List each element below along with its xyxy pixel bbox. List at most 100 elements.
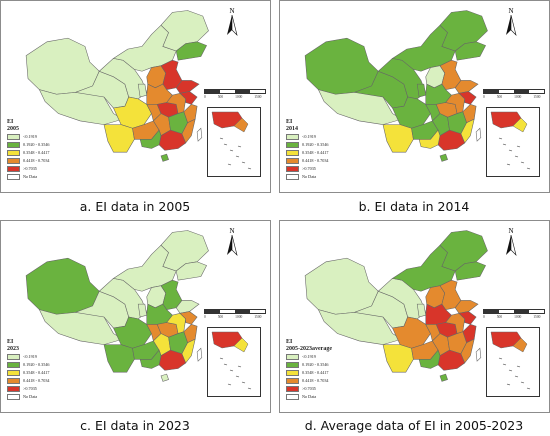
province-yn [382,124,414,153]
legend-title: EI 2023 [7,339,19,352]
legend-item: 0.3548 - 0.4417 [286,149,329,157]
legend-swatch [286,386,299,392]
legend-label: 0.3548 - 0.4417 [302,150,329,155]
province-xj [304,37,379,95]
province-jl [454,261,486,281]
legend-label: 0.4418 - 0.7034 [23,378,50,383]
legend-item: No Data [7,393,50,401]
legend-label: 0.3548 - 0.4417 [302,370,329,375]
legend-label: 0.1920 - 0.3546 [302,362,329,367]
inset-coast [233,117,249,133]
inset-island [498,137,503,140]
legend-label: >0.7035 [23,166,37,171]
legend-swatch [7,354,20,360]
legend-item: No Data [286,173,329,181]
map-panel-d: EI 2005-2023average <0.1919 0.1920 - 0.354… [279,220,550,413]
province-hain [160,153,169,162]
inset-island [229,149,234,152]
scale-tick: 500 [496,95,503,99]
scale-tick: 1500 [533,315,541,319]
inset-island [520,161,525,164]
inset-island [247,167,252,170]
legend-swatch [286,370,299,376]
legend-item: >0.7035 [286,165,329,173]
legend-item: <0.1919 [7,133,50,141]
scale-tick: 1000 [514,95,522,99]
scale-tick: 0 [483,315,485,319]
legend-label: 0.3548 - 0.4417 [23,150,50,155]
legend-title: EI 2014 [286,119,298,132]
inset-island [223,363,228,366]
scale-tick: 1500 [254,95,262,99]
legend-swatch [286,150,299,156]
caption-a: a. EI data in 2005 [79,199,191,214]
legend-label: 0.1920 - 0.3546 [302,142,329,147]
inset-island [514,375,519,378]
province-jl [175,261,207,281]
legend-label: 0.4418 - 0.7034 [302,158,329,163]
legend-label: No Data [23,174,38,179]
legend-swatch [7,174,20,180]
legend-item: 0.1920 - 0.3546 [7,361,50,369]
inset-island [526,167,531,170]
scale-tick: 1500 [254,315,262,319]
caption-c: c. EI data in 2023 [80,418,190,433]
inset-island [237,365,242,368]
north-arrow-icon: N [503,227,519,259]
inset-island [506,383,511,386]
province-tw [196,127,203,142]
legend-swatch [286,354,299,360]
legend-label: No Data [23,394,38,399]
province-tw [475,127,482,142]
province-yn [103,344,135,373]
legend-label: <0.1919 [302,134,316,139]
inset-island [227,383,232,386]
legend-item: 0.1920 - 0.3546 [7,141,50,149]
south-china-sea-inset [207,327,261,397]
inset-island [502,143,507,146]
inset-island [235,375,240,378]
legend-label: 0.3548 - 0.4417 [23,370,50,375]
legend-item: 0.3548 - 0.4417 [7,149,50,157]
inset-island [508,149,513,152]
inset-coast [233,337,249,353]
legend-item: 0.4418 - 0.7034 [7,157,50,165]
scale-bar-graphic [204,89,266,94]
province-xj [25,257,100,315]
north-label: N [508,227,514,235]
south-china-sea-inset [486,327,540,397]
inset-island [237,145,242,148]
legend-label: 0.1920 - 0.3546 [23,142,50,147]
north-label: N [229,227,235,235]
map-panel-c: EI 2023 <0.1919 0.1920 - 0.3546 0.3548 - 0.… [0,220,271,413]
north-label: N [229,7,235,15]
scale-tick: 1000 [235,315,243,319]
inset-island [516,145,521,148]
legend-label: No Data [302,174,317,179]
legend-item: >0.7035 [286,385,332,393]
legend-swatch [286,394,299,400]
scale-tick: 0 [204,315,206,319]
legend-swatch [286,166,299,172]
scale-bar: 050010001500km [204,89,270,99]
legend-item: 0.3548 - 0.4417 [7,369,50,377]
scale-bar: 050010001500km [483,309,549,319]
scale-tick: 500 [217,95,224,99]
legend-item: <0.1919 [7,353,50,361]
legend-item: 0.1920 - 0.3546 [286,361,332,369]
scale-tick: 1500 [533,95,541,99]
inset-island [229,369,234,372]
scale-tick: 1000 [235,95,243,99]
inset-island [508,369,513,372]
province-gd [437,349,466,371]
legend-swatch [7,362,20,368]
inset-island [219,137,224,140]
legend-label: 0.1920 - 0.3546 [23,362,50,367]
china-map [304,230,488,382]
legend-swatch [7,370,20,376]
province-gx [139,349,162,369]
legend-item: >0.7035 [7,165,50,173]
legend-label: >0.7035 [302,386,316,391]
legend-item: <0.1919 [286,353,332,361]
legend-swatch [7,166,20,172]
